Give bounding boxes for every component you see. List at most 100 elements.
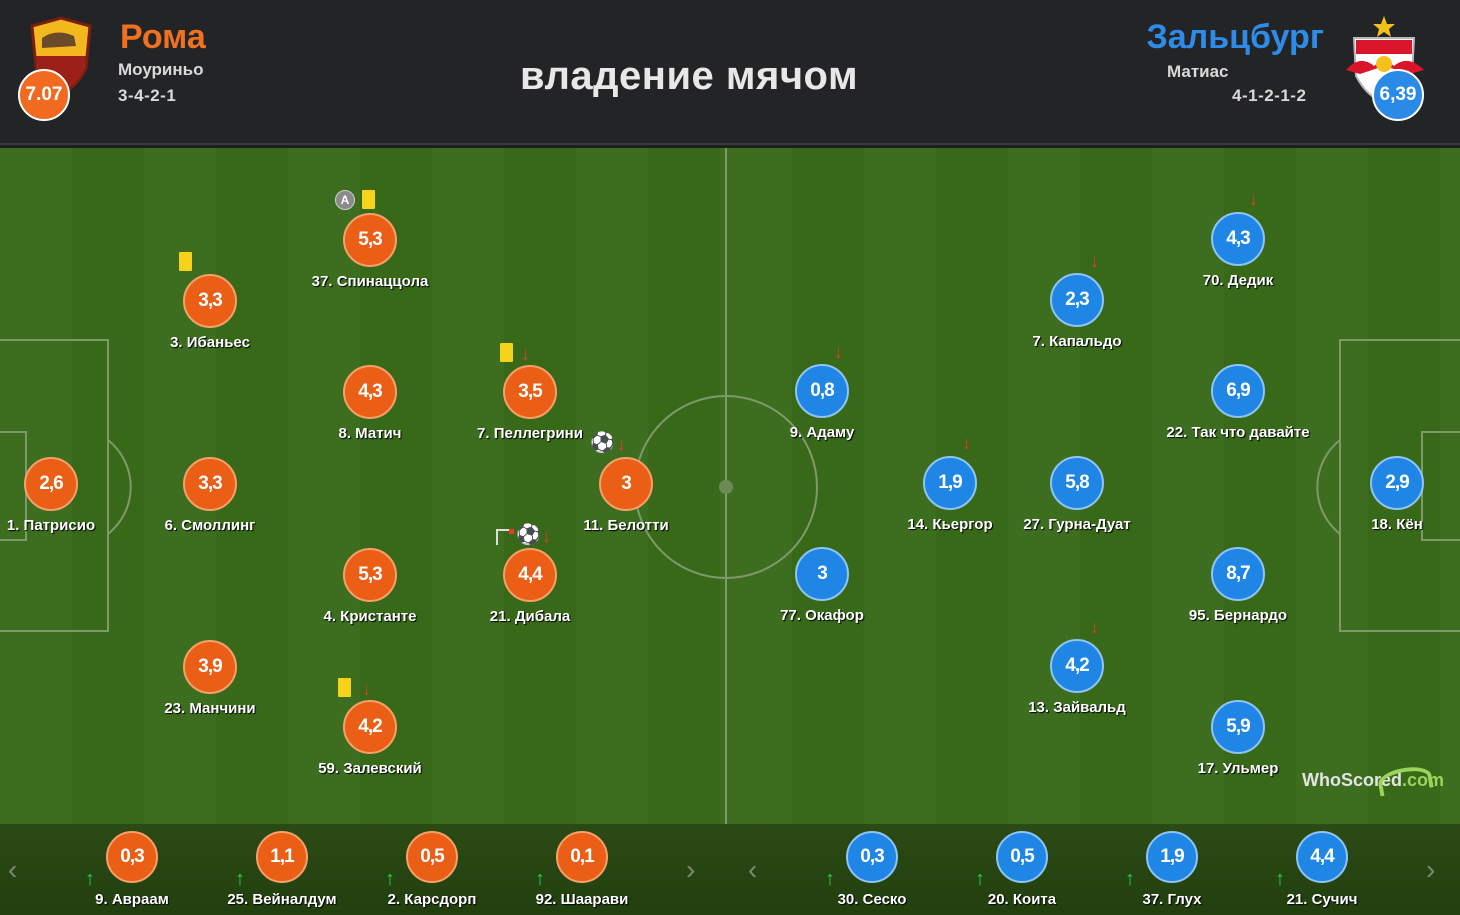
sub-off-arrow-icon: ↓: [617, 434, 626, 454]
sub-home-abraham[interactable]: 0,3 ↑ 9. Авраам: [57, 824, 207, 915]
salzburg-crest-icon[interactable]: [1340, 14, 1430, 104]
player-away-okafor[interactable]: 3 77. Окафор: [737, 547, 907, 627]
player-away-gourna-douath[interactable]: 5,8 27. Гурна-Дуат: [992, 456, 1162, 536]
sub-rating: 1,9: [1146, 831, 1198, 883]
player-rating: 4,4: [503, 548, 557, 602]
player-name: 3. Ибаньес: [170, 334, 250, 351]
sub-on-arrow-icon: ↑: [975, 868, 985, 890]
player-away-ulmer[interactable]: 5,9 17. Ульмер: [1153, 700, 1323, 780]
player-away-adamu[interactable]: 0,8 9. Адаму: [737, 364, 907, 444]
player-rating: 4,2: [343, 700, 397, 754]
player-name: 1. Патрисио: [6, 517, 96, 534]
whoscored-logo[interactable]: WhoScored.com: [1302, 770, 1444, 791]
player-rating: 2,3: [1050, 273, 1104, 327]
sub-home-el-shaarawy[interactable]: 0,1 ↑ 92. Шаарави: [507, 824, 657, 915]
sub-off-arrow-icon: ↓: [834, 342, 843, 362]
player-rating: 4,3: [343, 365, 397, 419]
player-home-belotti[interactable]: 3 11. Белотти: [541, 457, 711, 537]
player-name: 59. Залевский: [318, 760, 422, 777]
player-home-spinazzola[interactable]: 5,3 37. Спинаццола: [285, 213, 455, 293]
player-home-cristante[interactable]: 5,3 4. Кристанте: [285, 548, 455, 628]
player-name: 14. Кьергор: [907, 516, 993, 533]
player-name: 70. Дедик: [1202, 272, 1274, 289]
player-rating: 1,9: [923, 456, 977, 510]
sub-on-arrow-icon: ↑: [535, 868, 545, 890]
player-rating: 0,8: [795, 364, 849, 418]
player-name: 8. Матич: [338, 425, 402, 442]
player-home-patricio[interactable]: 2,6 1. Патрисио: [0, 457, 136, 537]
home-team-name[interactable]: Рома: [120, 18, 206, 56]
away-coach: Матиас: [1167, 62, 1229, 81]
chevron-right-icon[interactable]: ›: [1426, 854, 1436, 885]
player-rating: 8,7: [1211, 547, 1265, 601]
chevron-left-icon[interactable]: ‹: [748, 854, 758, 885]
player-rating: 3,3: [183, 457, 237, 511]
away-formation: 4-1-2-1-2: [1232, 86, 1307, 105]
sub-on-arrow-icon: ↑: [235, 868, 245, 890]
player-away-koehn[interactable]: 2,9 18. Кён: [1312, 456, 1460, 536]
player-name: 18. Кён: [1371, 516, 1423, 533]
sub-away-sesko[interactable]: 0,3 ↑ 30. Сеско: [797, 824, 947, 915]
player-rating: 5,3: [343, 213, 397, 267]
player-home-mancini[interactable]: 3,9 23. Манчини: [125, 640, 295, 720]
player-name: 77. Окафор: [780, 607, 864, 624]
player-name: 4. Кристанте: [323, 608, 417, 625]
player-home-dybala[interactable]: 4,4 21. Дибала: [445, 548, 615, 628]
player-name: 23. Манчини: [164, 700, 256, 717]
player-home-pellegrini[interactable]: 3,5 7. Пеллегрини: [445, 365, 615, 445]
player-rating: 3: [599, 457, 653, 511]
match-header: 7.07 Рома Моуриньо 3-4-2-1 владение мячо…: [0, 0, 1460, 145]
sub-name: 30. Сеско: [837, 891, 907, 908]
player-home-smalling[interactable]: 3,3 6. Смоллинг: [125, 457, 295, 537]
captain-icon: A: [335, 190, 355, 210]
pitch: 2,6 1. Патрисио 3,3 3. Ибаньес 3,3 6. См…: [0, 148, 1460, 824]
player-home-matic[interactable]: 4,3 8. Матич: [285, 365, 455, 445]
away-team-name[interactable]: Зальцбург: [1146, 18, 1324, 56]
player-name: 7. Пеллегрини: [477, 425, 583, 442]
chevron-left-icon[interactable]: ‹: [8, 854, 18, 885]
player-name: 9. Адаму: [789, 424, 855, 441]
sub-rating: 0,5: [406, 831, 458, 883]
sub-rating: 0,5: [996, 831, 1048, 883]
player-name: 21. Дибала: [489, 608, 571, 625]
logo-domain: .com: [1401, 770, 1444, 790]
player-name: 11. Белотти: [583, 517, 669, 534]
yellow-card-icon: [179, 252, 192, 271]
player-away-bernardo[interactable]: 8,7 95. Бернардо: [1153, 547, 1323, 627]
player-rating: 2,9: [1370, 456, 1424, 510]
player-away-dedic[interactable]: 4,3 70. Дедик: [1153, 212, 1323, 292]
player-rating: 2,6: [24, 457, 78, 511]
chevron-right-icon[interactable]: ›: [686, 854, 696, 885]
sub-name: 25. Вейналдум: [227, 891, 337, 908]
player-rating: 3,5: [503, 365, 557, 419]
sub-away-sucic[interactable]: 4,4 ↑ 21. Сучич: [1247, 824, 1397, 915]
player-rating: 3,3: [183, 274, 237, 328]
player-away-capaldo[interactable]: 2,3 7. Капальдо: [992, 273, 1162, 353]
sub-off-arrow-icon: ↓: [1249, 189, 1258, 209]
player-rating: 3,9: [183, 640, 237, 694]
player-rating: 5,9: [1211, 700, 1265, 754]
sub-home-karsdorp[interactable]: 0,5 ↑ 2. Карсдорп: [357, 824, 507, 915]
sub-off-arrow-icon: ↓: [1090, 617, 1099, 637]
player-home-zalewski[interactable]: 4,2 59. Залевский: [285, 700, 455, 780]
sub-name: 2. Карсдорп: [387, 891, 477, 908]
sub-off-arrow-icon: ↓: [362, 679, 371, 699]
sub-rating: 0,1: [556, 831, 608, 883]
player-away-solet[interactable]: 6,9 22. Так что давайте: [1153, 364, 1323, 444]
sub-away-koita[interactable]: 0,5 ↑ 20. Коита: [947, 824, 1097, 915]
player-away-kjaergaard[interactable]: 1,9 14. Кьергор: [865, 456, 1035, 536]
logo-text: WhoScored: [1301, 770, 1402, 790]
sub-name: 92. Шаарави: [535, 891, 629, 908]
player-away-seiwald[interactable]: 4,2 13. Зайвальд: [992, 639, 1162, 719]
sub-on-arrow-icon: ↑: [1125, 868, 1135, 890]
sub-name: 9. Авраам: [95, 891, 169, 908]
sub-off-arrow-icon: ↓: [542, 526, 551, 546]
sub-home-wijnaldum[interactable]: 1,1 ↑ 25. Вейналдум: [207, 824, 357, 915]
sub-name: 21. Сучич: [1286, 891, 1358, 908]
sub-away-gloukh[interactable]: 1,9 ↑ 37. Глух: [1097, 824, 1247, 915]
sub-off-arrow-icon: ↓: [962, 433, 971, 453]
sub-name: 20. Коита: [987, 891, 1057, 908]
sub-on-arrow-icon: ↑: [85, 868, 95, 890]
player-home-ibanez[interactable]: 3,3 3. Ибаньес: [125, 274, 295, 354]
sub-on-arrow-icon: ↑: [385, 868, 395, 890]
